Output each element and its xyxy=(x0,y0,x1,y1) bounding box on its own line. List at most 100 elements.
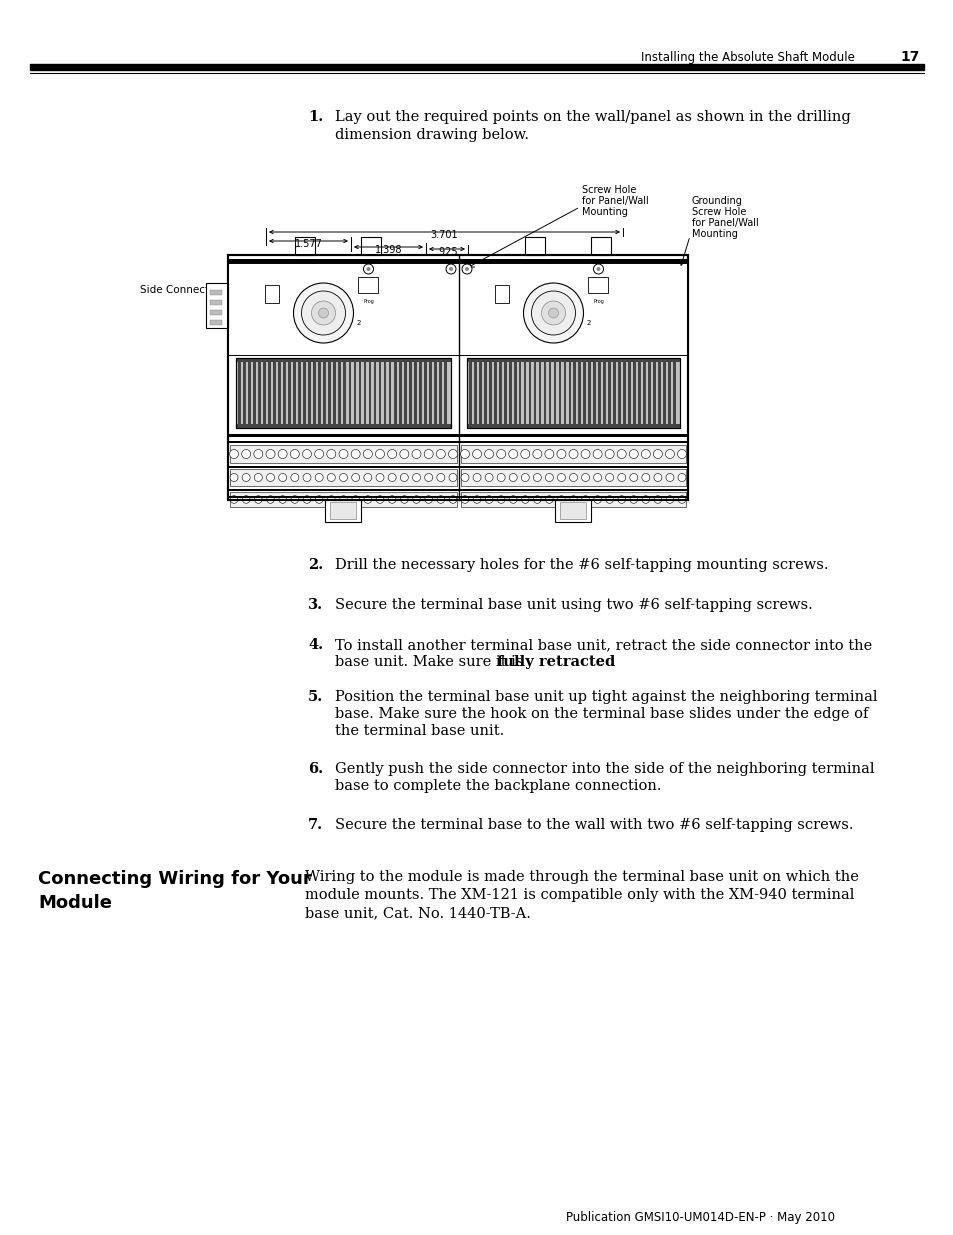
Circle shape xyxy=(460,473,469,482)
Bar xyxy=(235,358,451,362)
Bar xyxy=(533,362,536,424)
Text: 2.: 2. xyxy=(308,558,323,572)
Bar xyxy=(273,362,275,424)
Text: Screw Hole: Screw Hole xyxy=(581,185,636,195)
Circle shape xyxy=(352,473,359,482)
Bar xyxy=(268,362,271,424)
Circle shape xyxy=(327,450,335,458)
Bar xyxy=(578,362,580,424)
Text: dimension drawing below.: dimension drawing below. xyxy=(335,128,529,142)
Circle shape xyxy=(267,495,274,504)
Bar xyxy=(293,362,295,424)
Circle shape xyxy=(424,450,433,458)
Circle shape xyxy=(446,264,456,274)
Bar xyxy=(210,310,222,315)
Text: Grounding: Grounding xyxy=(691,196,742,206)
Circle shape xyxy=(461,264,472,274)
Circle shape xyxy=(375,473,384,482)
Circle shape xyxy=(629,473,638,482)
Circle shape xyxy=(545,473,553,482)
Bar xyxy=(662,362,665,424)
Circle shape xyxy=(364,495,372,504)
Text: Wiring to the module is made through the terminal base unit on which the: Wiring to the module is made through the… xyxy=(305,869,858,884)
Circle shape xyxy=(424,495,432,504)
Bar xyxy=(638,362,640,424)
Bar xyxy=(278,362,281,424)
Bar xyxy=(368,362,371,424)
Text: 1.: 1. xyxy=(308,110,323,124)
Bar xyxy=(210,300,222,305)
Circle shape xyxy=(533,450,541,458)
Circle shape xyxy=(678,495,685,504)
Bar xyxy=(548,362,551,424)
Bar xyxy=(474,362,476,424)
Circle shape xyxy=(412,450,420,458)
Circle shape xyxy=(654,495,661,504)
Circle shape xyxy=(363,264,374,274)
Text: base unit, Cat. No. 1440-TB-A.: base unit, Cat. No. 1440-TB-A. xyxy=(305,906,530,920)
Text: module mounts. The XM-121 is compatible only with the XM-940 terminal: module mounts. The XM-121 is compatible … xyxy=(305,888,854,902)
Circle shape xyxy=(641,495,649,504)
Circle shape xyxy=(266,450,274,458)
Bar xyxy=(568,362,571,424)
Circle shape xyxy=(314,473,323,482)
Bar xyxy=(429,362,431,424)
Bar xyxy=(488,362,491,424)
Circle shape xyxy=(339,473,347,482)
Bar xyxy=(573,362,576,424)
Text: 7.: 7. xyxy=(308,818,323,832)
Bar xyxy=(653,362,655,424)
Circle shape xyxy=(665,450,674,458)
Circle shape xyxy=(557,450,565,458)
Circle shape xyxy=(629,495,637,504)
Circle shape xyxy=(604,450,614,458)
Bar xyxy=(295,237,315,254)
Bar xyxy=(672,362,675,424)
Circle shape xyxy=(230,495,237,504)
Bar xyxy=(647,362,650,424)
Circle shape xyxy=(484,450,493,458)
Text: .: . xyxy=(598,655,603,669)
Text: base to complete the backplane connection.: base to complete the backplane connectio… xyxy=(335,779,660,793)
Circle shape xyxy=(548,308,558,317)
Circle shape xyxy=(253,450,263,458)
Circle shape xyxy=(593,450,601,458)
Circle shape xyxy=(278,495,286,504)
Circle shape xyxy=(242,473,250,482)
Bar xyxy=(434,362,436,424)
Text: Mounting: Mounting xyxy=(691,228,737,240)
Circle shape xyxy=(387,450,396,458)
Text: Drill the necessary holes for the #6 self-tapping mounting screws.: Drill the necessary holes for the #6 sel… xyxy=(335,558,827,572)
Circle shape xyxy=(605,495,613,504)
Bar xyxy=(514,362,516,424)
Bar xyxy=(460,445,685,463)
Bar xyxy=(228,466,687,468)
Circle shape xyxy=(399,450,409,458)
Bar xyxy=(265,285,279,303)
Bar xyxy=(358,277,378,293)
Circle shape xyxy=(580,450,590,458)
Bar xyxy=(633,362,636,424)
Circle shape xyxy=(413,495,420,504)
Bar xyxy=(503,362,506,424)
Circle shape xyxy=(291,473,298,482)
Circle shape xyxy=(327,473,335,482)
Bar xyxy=(642,362,645,424)
Text: Prog: Prog xyxy=(363,299,374,304)
Text: Gently push the side connector into the side of the neighboring terminal: Gently push the side connector into the … xyxy=(335,762,874,776)
Circle shape xyxy=(291,495,298,504)
Circle shape xyxy=(436,473,444,482)
Circle shape xyxy=(449,267,453,270)
Circle shape xyxy=(363,450,372,458)
Circle shape xyxy=(617,450,625,458)
Circle shape xyxy=(460,495,468,504)
Circle shape xyxy=(278,473,286,482)
Circle shape xyxy=(520,473,529,482)
Bar xyxy=(235,358,451,429)
Bar xyxy=(228,272,687,275)
Bar xyxy=(248,362,251,424)
Circle shape xyxy=(472,450,481,458)
Circle shape xyxy=(593,264,603,274)
Circle shape xyxy=(558,495,564,504)
Bar xyxy=(228,259,687,263)
